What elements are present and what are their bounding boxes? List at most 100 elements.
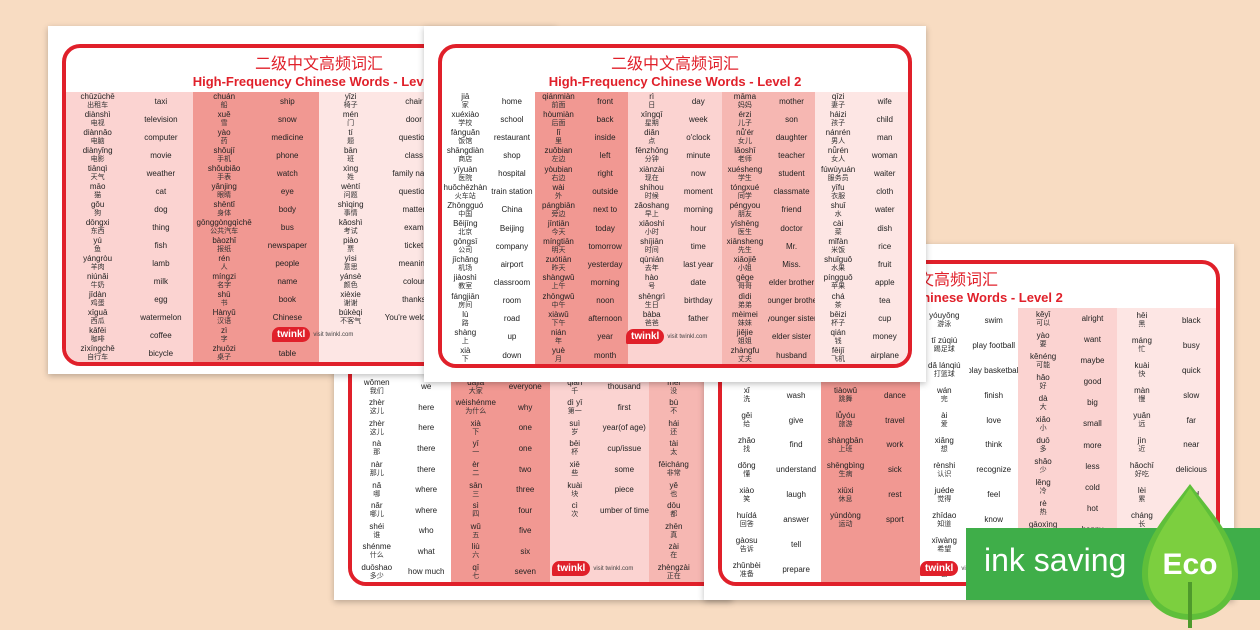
- english-meaning: more: [1083, 440, 1102, 450]
- word-entry: xiǎoshí 小时 hour: [628, 219, 721, 237]
- word-entry: gěi 给 give: [722, 408, 821, 433]
- chinese-word: diànnǎo 电脑: [66, 128, 129, 146]
- word-entry: lǚyóu 旅游 travel: [821, 408, 920, 433]
- chinese-word: xièxie 谢谢: [319, 290, 382, 308]
- pinyin: xuésheng: [727, 164, 763, 174]
- english-meaning: dance: [884, 390, 906, 400]
- hanzi: 姓: [347, 174, 355, 181]
- hanzi: 些: [571, 470, 579, 477]
- english-meaning: classmate: [773, 187, 810, 197]
- word-entry: yuǎn 远 far: [1117, 408, 1216, 433]
- chinese-word: tài 太: [649, 438, 699, 459]
- word-entry: rè 热 hot: [1018, 498, 1117, 519]
- english-meaning: o'clock: [686, 132, 711, 142]
- chinese-word: shàng 上: [442, 328, 489, 346]
- word-mat-title: 二级中文高频词汇 High-Frequency Chinese Words - …: [442, 48, 908, 96]
- pinyin: míngzi: [212, 272, 236, 281]
- hanzi: 雪: [220, 120, 228, 127]
- pinyin: jiějie: [736, 327, 753, 337]
- pinyin: yě: [669, 480, 678, 490]
- english-meaning: daughter: [775, 132, 808, 142]
- chinese-word: xiǎoshí 小时: [628, 219, 675, 237]
- chinese-word: chuán 船: [193, 92, 256, 110]
- hanzi: 长: [1138, 520, 1146, 528]
- english-meaning: two: [519, 464, 532, 474]
- hanzi: 北京: [458, 229, 473, 237]
- english-meaning: tomorrow: [588, 241, 622, 251]
- pinyin: máng: [1131, 336, 1152, 346]
- chinese-word: yùndòng 运动: [821, 507, 870, 532]
- english-meaning: why: [518, 402, 533, 412]
- word-mat-sheet-c[interactable]: wǒ我Iwǒmen我们wezhèr这儿herezhèr这儿herenà那ther…: [334, 352, 732, 600]
- word-entry: dìdi弟弟younger brother: [722, 292, 815, 310]
- hanzi: 笑: [743, 495, 751, 503]
- pinyin: yùndòng: [830, 510, 861, 520]
- english-meaning: airplane: [870, 350, 899, 360]
- chinese-word: zhīdao 知道: [920, 507, 969, 532]
- english-meaning: answer: [783, 515, 809, 525]
- hanzi: 电脑: [90, 138, 105, 145]
- word-entry: qùnián 去年 last year: [628, 255, 721, 273]
- hanzi: 后面: [551, 120, 566, 128]
- chinese-word: máng 忙: [1117, 333, 1166, 358]
- word-entry: rén 人 people: [193, 254, 320, 272]
- hanzi: 给: [743, 421, 751, 429]
- hanzi: 不客气: [340, 318, 362, 325]
- pinyin: dōu: [667, 501, 681, 511]
- word-entry: hòumiàn 后面 back: [535, 110, 628, 128]
- pinyin: Hànyǔ: [212, 308, 236, 317]
- word-entry: Běijīng 北京 Beijing: [442, 219, 535, 237]
- english-meaning: child: [876, 114, 893, 124]
- word-entry: yào 药 medicine: [193, 128, 320, 146]
- english-meaning: what: [417, 546, 435, 556]
- word-entry: xià 下 down: [442, 346, 535, 364]
- pinyin: xià: [460, 346, 471, 356]
- word-entry: zhàngfu 丈夫 husband: [722, 346, 815, 364]
- hanzi: 教室: [458, 283, 473, 291]
- hanzi: 年: [555, 337, 562, 345]
- chinese-word: shíhou 时候: [628, 183, 675, 201]
- chinese-word: yě 也: [649, 479, 699, 500]
- twinkl-url: visit twinkl.com: [593, 565, 634, 572]
- hanzi: 谢谢: [343, 300, 358, 307]
- english-meaning: watch: [276, 168, 298, 178]
- word-entry: zhǎo 找 find: [722, 433, 821, 458]
- hanzi: 船: [220, 102, 228, 109]
- chinese-word: wèishénme 为什么: [451, 397, 501, 418]
- pinyin: búkèqi: [338, 308, 363, 317]
- english-meaning: busy: [1182, 340, 1200, 350]
- hanzi: 汉语: [217, 318, 232, 325]
- pinyin: lèi: [1137, 485, 1146, 495]
- hanzi: 爱: [940, 421, 948, 429]
- hanzi: 名字: [217, 282, 232, 289]
- word-entry: Zhōngguó 中国 China: [442, 201, 535, 219]
- english-meaning: cup/issue: [607, 443, 642, 453]
- pinyin: bān: [343, 146, 358, 155]
- word-mat-sheet-b[interactable]: 二级中文高频词汇 High-Frequency Chinese Words - …: [424, 26, 926, 382]
- hanzi: 中午: [551, 301, 566, 309]
- english-meaning: teacher: [778, 150, 805, 160]
- hanzi: 月: [555, 356, 562, 364]
- word-entry: fēnzhōng 分钟 minute: [628, 146, 721, 164]
- english-meaning: afternoon: [588, 314, 623, 324]
- pinyin: zhīdao: [932, 510, 957, 520]
- chinese-word: tóngxué 同学: [722, 183, 769, 201]
- english-meaning: husband: [776, 350, 807, 360]
- chinese-word: lěng 冷: [1018, 477, 1067, 498]
- hanzi: 少: [1039, 467, 1047, 475]
- chinese-word: hǎochī 好吃: [1117, 457, 1166, 482]
- hanzi: 快: [1138, 371, 1146, 379]
- english-meaning: less: [1085, 461, 1100, 471]
- hanzi: 忙: [1138, 346, 1146, 354]
- word-entry: shìqing 事情 matter: [319, 200, 446, 218]
- word-entry: shàngbān 上班 work: [821, 433, 920, 458]
- chinese-word: yuè 月: [535, 346, 582, 364]
- word-entry: dàjiā 大家 everyone: [451, 377, 550, 398]
- pinyin: lǚyóu: [835, 411, 856, 421]
- chinese-word: xiānsheng 先生: [722, 237, 769, 255]
- chinese-word: nà 那: [352, 438, 402, 459]
- chinese-word: wán 完: [920, 383, 969, 408]
- word-entry: mèimei 妹妹 younger sister: [722, 310, 815, 328]
- chinese-word: dìdi 弟弟: [722, 292, 769, 310]
- hanzi: 大家: [468, 387, 483, 395]
